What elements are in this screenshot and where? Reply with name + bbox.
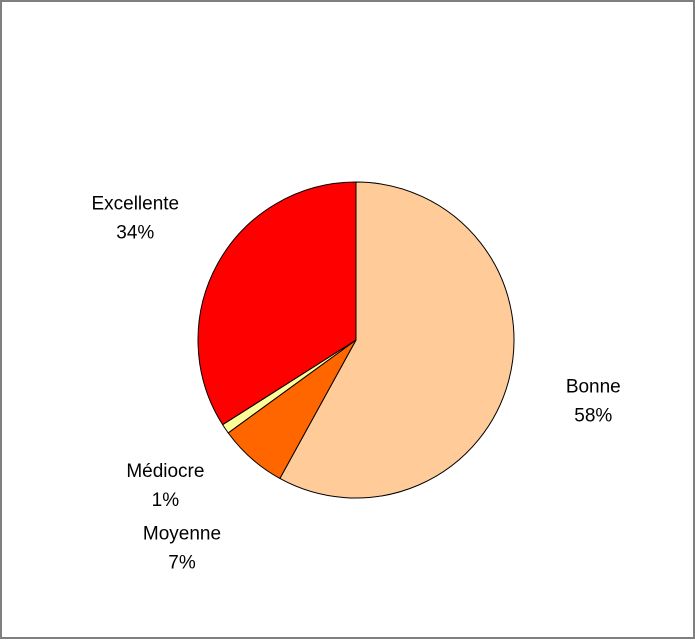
pie-slice-excellente — [197, 181, 357, 426]
data-label-excellente: Excellente 34% — [91, 194, 179, 244]
data-label-percent: 34% — [116, 223, 154, 244]
data-label-bonne: Bonne 58% — [566, 376, 621, 426]
data-label-name: Moyenne — [143, 523, 221, 544]
pie-slice-bonne — [279, 181, 515, 499]
data-label-name: Médiocre — [126, 461, 204, 482]
pie-labels: Bonne 58% Moyenne 7% Médiocre 1% Excellente 34% — [91, 194, 620, 574]
data-label-percent: 7% — [168, 552, 196, 573]
pie-slices — [197, 181, 515, 499]
data-label-name: Excellente — [91, 194, 179, 215]
data-label-mediocre: Médiocre 1% — [126, 461, 204, 511]
data-label-percent: 1% — [152, 490, 180, 511]
data-label-percent: 58% — [574, 405, 612, 426]
data-label-name: Bonne — [566, 376, 621, 397]
data-label-moyenne: Moyenne 7% — [143, 523, 221, 573]
